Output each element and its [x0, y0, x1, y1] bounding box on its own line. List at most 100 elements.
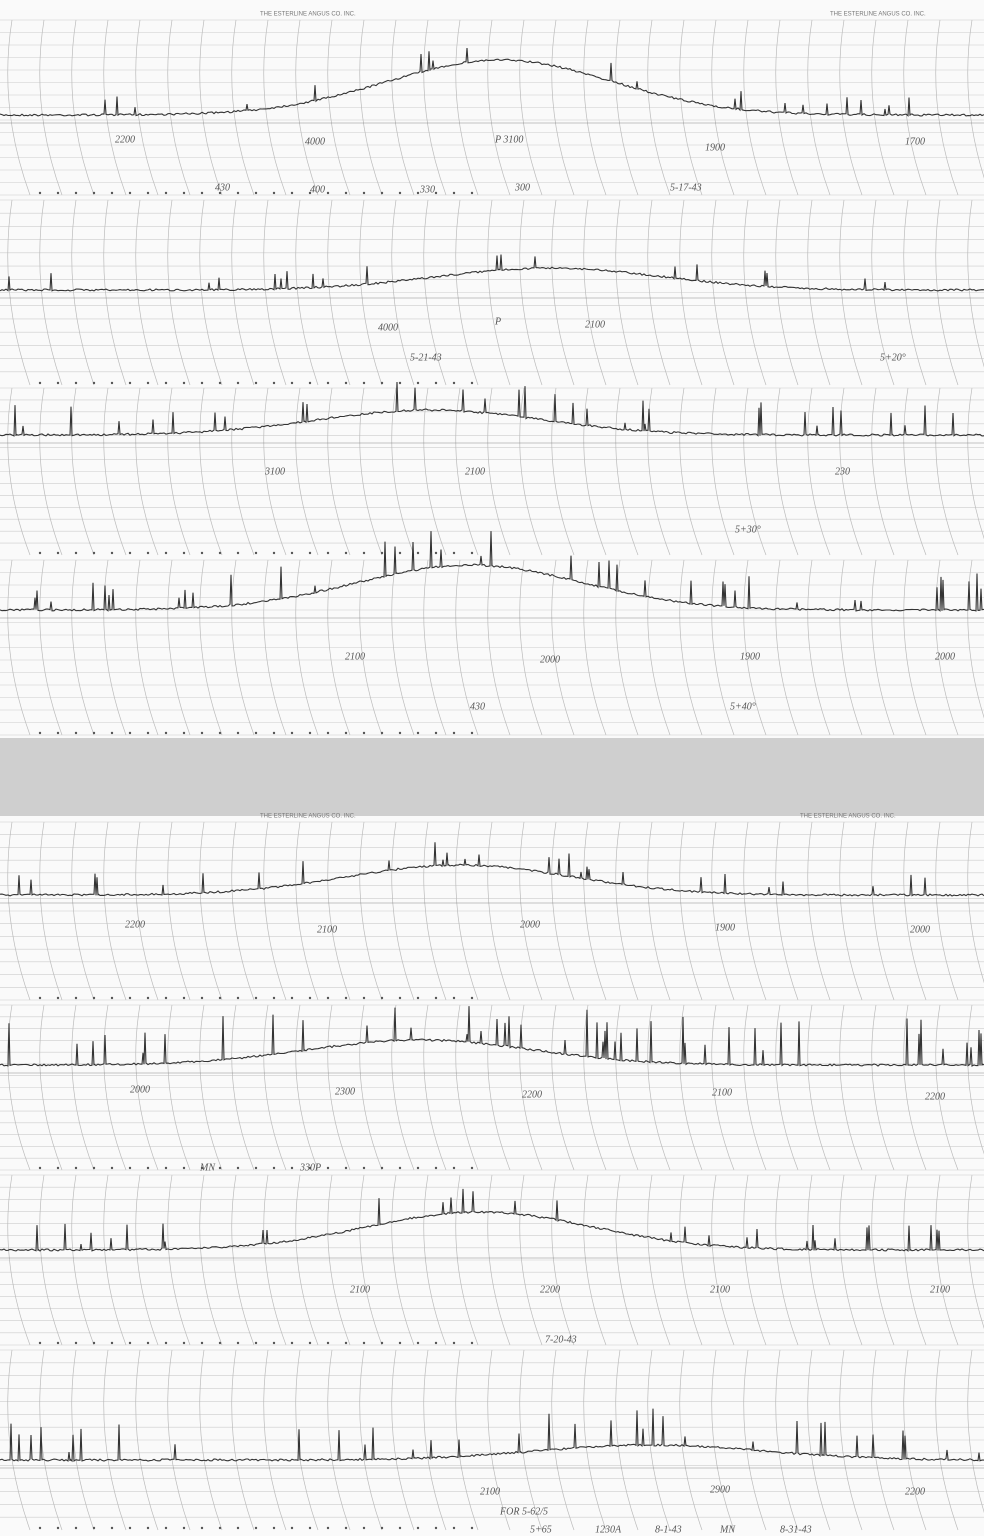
timing-dot: [93, 997, 95, 999]
timing-dot: [57, 192, 59, 194]
handwritten-label: 2000: [130, 1084, 150, 1095]
timing-dot: [273, 382, 275, 384]
timing-dot: [219, 552, 221, 554]
timing-dot: [417, 1342, 419, 1344]
timing-dot: [165, 382, 167, 384]
timing-dot: [327, 382, 329, 384]
timing-dot: [93, 1342, 95, 1344]
timing-dot: [345, 732, 347, 734]
timing-dot: [237, 1527, 239, 1529]
timing-dot: [237, 732, 239, 734]
handwritten-label: 330: [419, 184, 435, 195]
timing-dot: [327, 1167, 329, 1169]
timing-dot: [183, 382, 185, 384]
header-right: THE ESTERLINE ANGUS CO. INC.: [830, 12, 926, 18]
timing-dot: [453, 1167, 455, 1169]
timing-dot: [129, 1342, 131, 1344]
timing-dot: [273, 1342, 275, 1344]
handwritten-label: 5-17-43: [670, 182, 702, 193]
handwritten-label: 2200: [540, 1284, 560, 1295]
timing-dot: [417, 552, 419, 554]
timing-dot: [165, 997, 167, 999]
timing-dot: [75, 1167, 77, 1169]
handwritten-label: 430: [215, 182, 230, 193]
timing-dot: [201, 1527, 203, 1529]
timing-dot: [183, 997, 185, 999]
timing-dot: [111, 1342, 113, 1344]
timing-dot: [129, 192, 131, 194]
timing-dot: [399, 732, 401, 734]
timing-dot: [93, 732, 95, 734]
handwritten-label: 2000: [935, 651, 955, 662]
timing-dot: [255, 192, 257, 194]
handwritten-label: 430: [470, 701, 485, 712]
timing-dot: [327, 732, 329, 734]
timing-dot: [345, 552, 347, 554]
handwritten-label: 4000: [305, 136, 325, 147]
timing-dot: [147, 997, 149, 999]
timing-dot: [75, 382, 77, 384]
timing-dot: [183, 192, 185, 194]
timing-dot: [345, 192, 347, 194]
timing-dot: [111, 732, 113, 734]
timing-dot: [291, 1342, 293, 1344]
page: THE ESTERLINE ANGUS CO. INC. THE ESTERLI…: [0, 0, 984, 1536]
timing-dot: [147, 1527, 149, 1529]
timing-dot: [147, 192, 149, 194]
timing-dot: [381, 192, 383, 194]
timing-dot: [435, 997, 437, 999]
timing-dot: [435, 732, 437, 734]
timing-dot: [219, 1342, 221, 1344]
timing-dot: [417, 382, 419, 384]
timing-dot: [417, 1527, 419, 1529]
timing-dot: [93, 1167, 95, 1169]
timing-dot: [39, 382, 41, 384]
handwritten-label: 1700: [905, 136, 925, 147]
timing-dot: [183, 552, 185, 554]
handwritten-label: 230: [835, 466, 850, 477]
timing-dot: [309, 1342, 311, 1344]
timing-dot: [75, 1342, 77, 1344]
timing-dot: [129, 1527, 131, 1529]
timing-dot: [453, 732, 455, 734]
timing-dot: [363, 997, 365, 999]
timing-dot: [111, 997, 113, 999]
handwritten-label: 2000: [520, 919, 540, 930]
handwritten-label: 2100: [345, 651, 365, 662]
timing-dot: [57, 382, 59, 384]
handwritten-label: 2300: [335, 1086, 355, 1097]
timing-dot: [399, 1342, 401, 1344]
handwritten-label: P 3100: [494, 134, 523, 145]
timing-dot: [417, 997, 419, 999]
timing-dot: [291, 382, 293, 384]
timing-dot: [345, 1167, 347, 1169]
timing-dot: [381, 1167, 383, 1169]
handwritten-label: 3100: [264, 466, 285, 477]
timing-dot: [453, 997, 455, 999]
timing-dot: [399, 382, 401, 384]
timing-dot: [363, 382, 365, 384]
timing-dot: [363, 1167, 365, 1169]
handwritten-label: 5-21-43: [410, 352, 442, 363]
chart-scan: THE ESTERLINE ANGUS CO. INC. THE ESTERLI…: [0, 0, 984, 1536]
handwritten-label: 1230A: [595, 1524, 622, 1535]
timing-dot: [471, 192, 473, 194]
timing-dot: [435, 1167, 437, 1169]
handwritten-label: 2200: [125, 919, 145, 930]
timing-dot: [219, 997, 221, 999]
timing-dot: [327, 552, 329, 554]
timing-dot: [129, 997, 131, 999]
timing-dot: [273, 1167, 275, 1169]
timing-dot: [291, 1527, 293, 1529]
timing-dot: [327, 1527, 329, 1529]
timing-dot: [183, 1527, 185, 1529]
handwritten-label: 8-1-43: [655, 1524, 682, 1535]
timing-dot: [255, 1167, 257, 1169]
timing-dot: [93, 1527, 95, 1529]
timing-dot: [273, 552, 275, 554]
timing-dot: [201, 997, 203, 999]
timing-dot: [219, 732, 221, 734]
handwritten-label: 5+20°: [880, 352, 906, 363]
handwritten-label: 2900: [710, 1484, 730, 1495]
timing-dot: [39, 552, 41, 554]
